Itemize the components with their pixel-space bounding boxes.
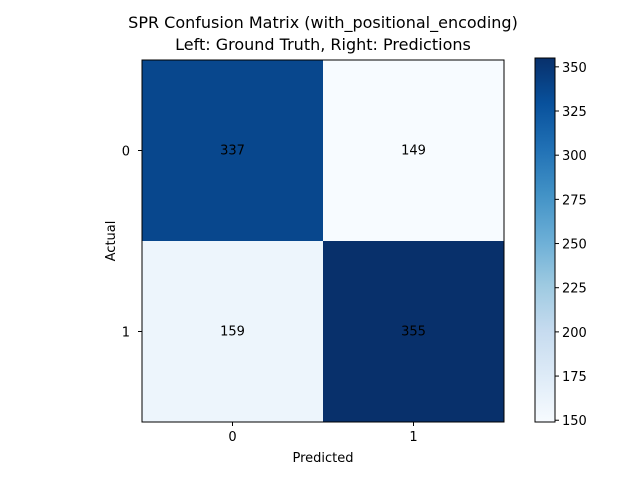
colorbar-tick-label-8: 350 xyxy=(562,61,587,76)
heatmap-cells xyxy=(142,60,504,422)
x-tick-label-1: 1 xyxy=(409,430,417,445)
colorbar-tick-label-0: 150 xyxy=(562,414,587,429)
colorbar-tick-label-2: 200 xyxy=(562,326,587,341)
cell-value-1-1: 355 xyxy=(401,325,426,340)
heatmap-frame xyxy=(141,59,505,423)
cell-value-0-1: 149 xyxy=(401,144,426,159)
cell-value-labels: 337 149 159 355 xyxy=(220,144,426,340)
y-axis-ticks: 01 xyxy=(122,145,142,341)
heatmap-cell-1-1 xyxy=(323,241,504,422)
colorbar-tick-label-4: 250 xyxy=(562,238,587,253)
colorbar-tick-label-6: 300 xyxy=(562,149,587,164)
colorbar-tick-label-5: 275 xyxy=(562,193,587,208)
colorbar-tick-label-3: 225 xyxy=(562,282,587,297)
heatmap-cell-0-0 xyxy=(142,60,323,241)
x-axis-label: Predicted xyxy=(292,451,353,466)
colorbar-tick-label-7: 325 xyxy=(562,105,587,120)
y-axis-label: Actual xyxy=(104,221,119,262)
chart-title-line-1: SPR Confusion Matrix (with_positional_en… xyxy=(128,13,518,33)
cell-value-0-0: 337 xyxy=(220,144,245,159)
colorbar xyxy=(534,57,556,423)
y-tick-label-1: 1 xyxy=(122,326,130,341)
x-tick-label-0: 0 xyxy=(228,430,236,445)
heatmap-cell-1-0 xyxy=(142,241,323,422)
chart-title-line-2: Left: Ground Truth, Right: Predictions xyxy=(175,35,471,54)
colorbar-ticks: 150 175 200 225 250 275 300 325 350 xyxy=(555,61,587,429)
cell-value-1-0: 159 xyxy=(220,325,245,340)
colorbar-tick-label-1: 175 xyxy=(562,370,587,385)
y-tick-label-0: 0 xyxy=(122,145,130,160)
heatmap-cell-0-1 xyxy=(323,60,504,241)
